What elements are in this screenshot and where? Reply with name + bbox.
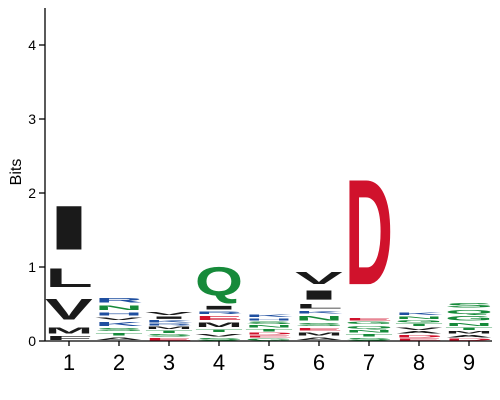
logo-letter-S: S (245, 321, 293, 325)
logo-letter-S: S (345, 337, 393, 341)
logo-letter-H: H (95, 311, 143, 316)
x-tick-label: 6 (313, 350, 325, 375)
logo-letter-G: G (395, 320, 443, 324)
logo-letter-I: I (145, 316, 193, 320)
logo-letter-S: S (95, 327, 143, 332)
logo-letter-V: V (45, 293, 93, 327)
logo-letter-D: D (245, 332, 293, 335)
logo-letter-E: E (195, 315, 243, 321)
logo-letter-L: L (295, 303, 343, 310)
logo-letter-G: G (445, 315, 493, 322)
logo-letter-G: G (245, 338, 293, 341)
logo-letter-K: K (95, 321, 143, 327)
logo-letter-D: D (445, 338, 493, 341)
logo-letter-M: M (295, 331, 343, 336)
logo-letter-E: E (245, 335, 293, 338)
logo-letter-F: F (45, 335, 93, 341)
y-tick-label: 1 (28, 259, 36, 275)
logo-letter-I: I (295, 288, 343, 303)
logo-letter-S: S (445, 302, 493, 309)
logo-letter-N: N (395, 316, 443, 320)
logo-letter-E: E (145, 337, 193, 341)
x-tick-label: 2 (113, 350, 125, 375)
logo-letter-N: N (245, 325, 293, 329)
logo-letter-T: T (95, 332, 143, 336)
logo-letter-S: S (145, 334, 193, 338)
logo-letter-A: A (445, 334, 493, 338)
logo-letter-R: R (195, 311, 243, 315)
logo-letter-L: L (45, 264, 93, 293)
logo-letter-E: E (295, 327, 343, 331)
logo-letter-T: T (195, 328, 243, 332)
y-tick-label: 2 (28, 185, 36, 201)
logo-letter-T: T (345, 334, 393, 338)
logo-letter-A: A (395, 331, 443, 335)
logo-letter-D: D (395, 334, 443, 338)
logo-letter-I: I (45, 192, 93, 263)
logo-letter-N: N (445, 322, 493, 327)
logo-letter-V: V (295, 268, 343, 288)
logo-letter-N: N (345, 329, 393, 333)
logo-letter-N: N (95, 304, 143, 311)
y-tick-label: 3 (28, 111, 36, 127)
logo-letter-V: V (145, 311, 193, 316)
y-axis-title: Bits (8, 159, 25, 186)
y-tick-label: 0 (28, 333, 36, 349)
logo-letter-A: A (295, 337, 343, 341)
logo-letter-G: G (345, 321, 393, 325)
logo-letter-E: E (395, 338, 443, 341)
logo-letter-Q: Q (345, 325, 393, 329)
logo-letter-S: S (195, 337, 243, 341)
logo-letter-M: M (445, 331, 493, 335)
logo-letter-M: M (145, 326, 193, 330)
axes: 0 1 2 3 4 1 2 3 4 5 6 7 8 9 (28, 8, 492, 375)
logo-letter-T: T (395, 323, 443, 327)
y-tick-label: 4 (28, 37, 36, 53)
x-tick-label: 9 (463, 350, 475, 375)
logo-letter-K: K (395, 311, 443, 315)
logo-letter-T: T (145, 330, 193, 334)
x-tick-label: 5 (263, 350, 275, 375)
logo-letter-N: N (295, 314, 343, 321)
logo-letter-V: V (95, 317, 143, 321)
logo-letter-I: I (195, 305, 243, 311)
logo-letter-Q: Q (195, 260, 243, 305)
logo-letter-V: V (195, 333, 243, 337)
x-tick-label: 4 (213, 350, 225, 375)
logo-letter-H: H (245, 318, 293, 321)
x-tick-label: 8 (413, 350, 425, 375)
logo-letter-D: D (345, 148, 393, 316)
logo-letter-K: K (245, 314, 293, 318)
logo-letter-R: R (95, 297, 143, 304)
logo-letter-V: V (395, 327, 443, 331)
logo-letter-M: M (45, 326, 93, 335)
x-tick-label: 7 (363, 350, 375, 375)
logo-letter-M: M (195, 321, 243, 328)
logo-letter-S: S (295, 322, 343, 327)
logo-letter-K: K (295, 310, 343, 314)
x-tick-label: 1 (63, 350, 75, 375)
letter-stacks: FMVLIATSKVHNRESTMRKIVSVTMERIQGEDTNSHKAME… (45, 148, 493, 341)
x-tick-label: 3 (163, 350, 175, 375)
logo-letter-K: K (145, 319, 193, 323)
logo-letter-T: T (245, 328, 293, 332)
logo-letter-A: A (95, 337, 143, 341)
logo-letter-Q: Q (445, 309, 493, 315)
logo-letter-T: T (445, 327, 493, 331)
logo-letter-R: R (145, 323, 193, 326)
logo-letter-E: E (345, 317, 393, 321)
